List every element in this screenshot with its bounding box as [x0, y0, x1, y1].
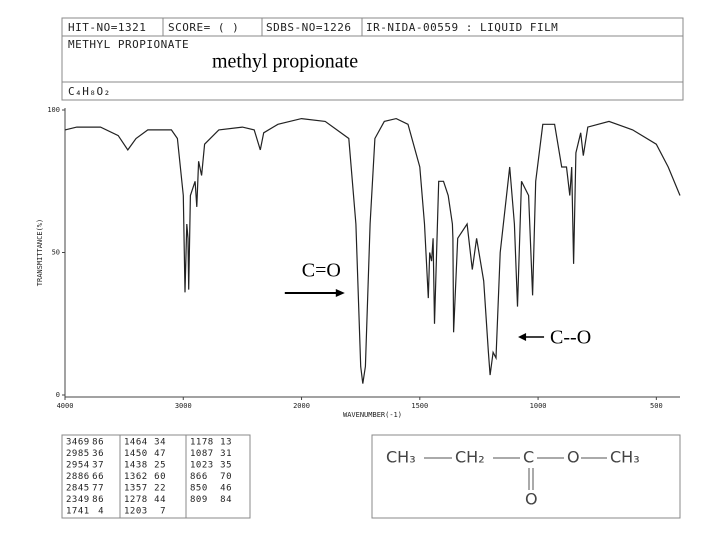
peak-table-cell: 86 [92, 438, 104, 448]
x-tick-label: 1000 [530, 402, 547, 410]
formula: C₄H₈O₂ [68, 85, 111, 98]
peak-table-cell: 2845 [66, 484, 90, 494]
compound-name-display: methyl propionate [212, 51, 358, 73]
peak-table-cell: 2349 [66, 495, 90, 505]
structure-box [371, 434, 681, 519]
arrow-head [335, 289, 345, 297]
y-tick-label: 100 [47, 106, 60, 114]
peak-table-cell: 1023 [190, 461, 214, 471]
structure-atom: C [523, 448, 534, 467]
structure-atom: O [525, 490, 538, 509]
x-tick-label: 3000 [175, 402, 192, 410]
y-tick-label: 0 [56, 391, 60, 399]
peak-table-cell: 44 [154, 495, 166, 505]
sdbs-no: SDBS-NO=1226 [266, 21, 351, 34]
structure-atom: CH₃ [386, 448, 416, 467]
annotation: C=O [302, 260, 341, 282]
peak-table-cell: 25 [154, 461, 166, 471]
peak-table-cell: 70 [220, 472, 232, 482]
spectrum-line [64, 117, 681, 384]
peak-table-cell: 850 [190, 484, 208, 494]
x-tick-label: 4000 [57, 402, 74, 410]
peak-table-cell: 866 [190, 472, 208, 482]
peak-table-cell: 1741 [66, 507, 90, 517]
peak-table-box [61, 434, 251, 519]
peak-table-cell: 7 [160, 507, 166, 517]
peak-table-cell: 4 [98, 507, 104, 517]
x-tick-label: 500 [650, 402, 663, 410]
x-tick-label: 1500 [411, 402, 428, 410]
peak-table-cell: 31 [220, 449, 232, 459]
peak-table-cell: 1464 [124, 438, 148, 448]
peak-table-cell: 3469 [66, 438, 90, 448]
peak-table-cell: 35 [220, 461, 232, 471]
peak-table-cell: 77 [92, 484, 104, 494]
header-box [61, 17, 684, 101]
peak-table-cell: 1450 [124, 449, 148, 459]
peak-table-cell: 13 [220, 438, 232, 448]
structure-atom: O [567, 448, 580, 467]
peak-table-cell: 84 [220, 495, 232, 505]
annotation: C--O [550, 327, 591, 349]
ir-no: IR-NIDA-00559 : LIQUID FILM [366, 21, 558, 34]
structure-atom: CH₃ [610, 448, 640, 467]
hit-no: HIT-NO=1321 [68, 21, 146, 34]
peak-table-cell: 1278 [124, 495, 148, 505]
y-axis-label: TRANSMITTANCE(%) [36, 219, 44, 286]
peak-table-cell: 1362 [124, 472, 148, 482]
peak-table-cell: 1357 [124, 484, 148, 494]
peak-table-cell: 66 [92, 472, 104, 482]
peak-table-cell: 809 [190, 495, 208, 505]
peak-table-cell: 46 [220, 484, 232, 494]
peak-table-cell: 1087 [190, 449, 214, 459]
peak-table-cell: 2954 [66, 461, 90, 471]
compound-name: METHYL PROPIONATE [68, 38, 189, 51]
peak-table-cell: 1178 [190, 438, 214, 448]
peak-table-cell: 37 [92, 461, 104, 471]
arrow-head [518, 333, 527, 341]
structure-atom: CH₂ [455, 448, 485, 467]
x-axis-label: WAVENUMBER(-1) [343, 411, 402, 419]
peak-table-cell: 34 [154, 438, 166, 448]
peak-table-cell: 60 [154, 472, 166, 482]
peak-table-cell: 36 [92, 449, 104, 459]
score: SCORE= ( ) [168, 21, 239, 34]
peak-table-cell: 2985 [66, 449, 90, 459]
peak-table-cell: 2886 [66, 472, 90, 482]
peak-table-cell: 86 [92, 495, 104, 505]
peak-table-cell: 1203 [124, 507, 148, 517]
x-tick-label: 2000 [293, 402, 310, 410]
peak-table-cell: 22 [154, 484, 166, 494]
y-tick-label: 50 [52, 249, 60, 257]
peak-table-cell: 1438 [124, 461, 148, 471]
peak-table-cell: 47 [154, 449, 166, 459]
